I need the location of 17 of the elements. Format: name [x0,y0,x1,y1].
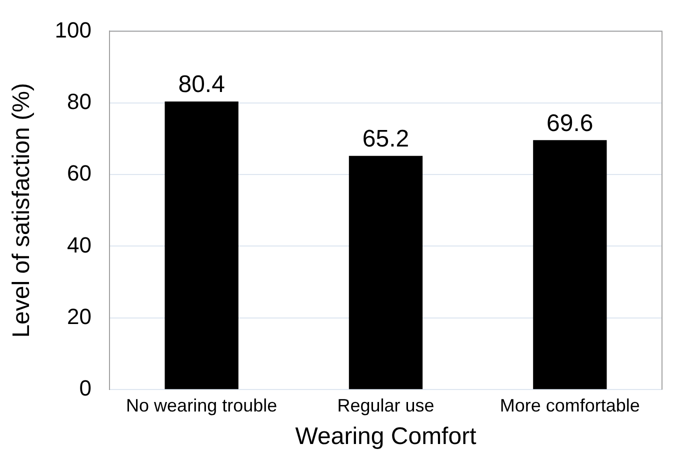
bar [533,140,607,390]
data-label: 65.2 [362,126,410,153]
x-tick-label: No wearing trouble [126,395,278,416]
y-tick-label: 80 [67,88,92,114]
y-tick-label: 40 [67,232,92,258]
y-tick-label: 20 [67,304,92,329]
y-tick-label: 60 [67,160,92,186]
y-tick-label: 100 [54,17,92,42]
y-axis-title: Level of satisfaction (%) [8,83,36,338]
bar [348,156,423,390]
x-axis-title: Wearing Comfort [295,423,477,450]
x-tick-label: More comfortable [500,395,640,416]
data-label: 69.6 [546,110,594,137]
x-tick-label: Regular use [337,395,434,416]
bar [164,101,238,390]
y-tick-label: 0 [79,376,92,401]
data-label: 80.4 [178,71,225,98]
